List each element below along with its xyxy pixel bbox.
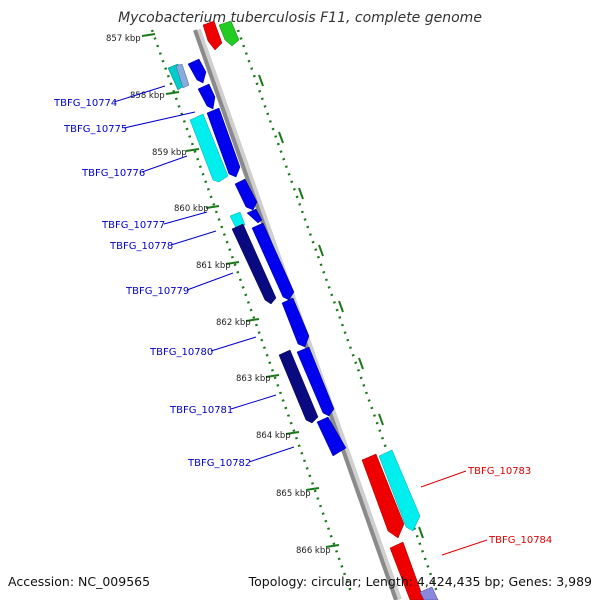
- scale-label-863: 863 kbp: [236, 374, 271, 384]
- scale-label-858: 858 kbp: [130, 91, 165, 101]
- gene-label-tbfg-10783[interactable]: TBFG_10783: [467, 466, 531, 477]
- scale-label-866: 866 kbp: [296, 546, 331, 556]
- gene-label-tbfg-10782[interactable]: TBFG_10782: [187, 458, 251, 469]
- gene-tbfg-10779-navy: [231, 223, 277, 305]
- scale-label-865: 865 kbp: [276, 489, 311, 499]
- gene-leader-lines: [113, 85, 488, 556]
- gene-red-top-1: [202, 20, 223, 51]
- scale-label-864: 864 kbp: [256, 431, 291, 441]
- gene-green-top: [218, 20, 240, 47]
- gene-tbfg-10784-red: [389, 541, 425, 600]
- scale-label-860: 860 kbp: [174, 204, 209, 214]
- scale-label-861: 861 kbp: [196, 261, 231, 271]
- gene-lavender-bottom: [419, 586, 439, 600]
- gene-blue-c: [206, 107, 241, 178]
- gene-blue-i: [316, 416, 347, 457]
- gene-tbfg-10774-lightblue: [175, 63, 190, 89]
- gene-tbfg-10781-navy: [278, 349, 319, 424]
- gene-blue-b: [197, 83, 216, 110]
- gene-label-tbfg-10777[interactable]: TBFG_10777: [101, 220, 165, 231]
- gene-blue-g: [281, 297, 310, 348]
- gene-label-tbfg-10784[interactable]: TBFG_10784: [488, 535, 552, 546]
- accession-text: Accession: NC_009565: [8, 574, 151, 589]
- gene-tbfg-10777-cyan: [229, 211, 246, 229]
- gene-label-tbfg-10779[interactable]: TBFG_10779: [125, 286, 189, 297]
- gene-label-tbfg-10776[interactable]: TBFG_10776: [81, 168, 145, 179]
- gene-blue-h: [296, 346, 335, 417]
- scale-label-862: 862 kbp: [216, 318, 251, 328]
- gene-label-tbfg-10775[interactable]: TBFG_10775: [63, 124, 127, 135]
- gene-tbfg-10776-cyan: [189, 113, 229, 183]
- scale-ticks: [141, 33, 340, 548]
- gene-tbfg-10783-cyan: [378, 449, 421, 532]
- gene-label-tbfg-10781[interactable]: TBFG_10781: [169, 405, 233, 416]
- gene-blue-f: [251, 222, 295, 301]
- scale-label-857: 857 kbp: [106, 34, 141, 44]
- gene-blue-e: [246, 208, 263, 224]
- map-title: Mycobacterium tuberculosis F11, complete…: [118, 10, 482, 26]
- gene-tbfg-10783-red: [361, 453, 405, 539]
- gene-blue-d: [234, 178, 258, 211]
- gene-label-tbfg-10780[interactable]: TBFG_10780: [149, 347, 213, 358]
- gene-blue-a: [187, 58, 207, 84]
- scale-label-859: 859 kbp: [152, 148, 187, 158]
- topology-text: Topology: circular; Length: 4,424,435 bp…: [248, 574, 592, 589]
- gene-label-tbfg-10774[interactable]: TBFG_10774: [53, 98, 117, 109]
- gene-label-tbfg-10778[interactable]: TBFG_10778: [109, 241, 173, 252]
